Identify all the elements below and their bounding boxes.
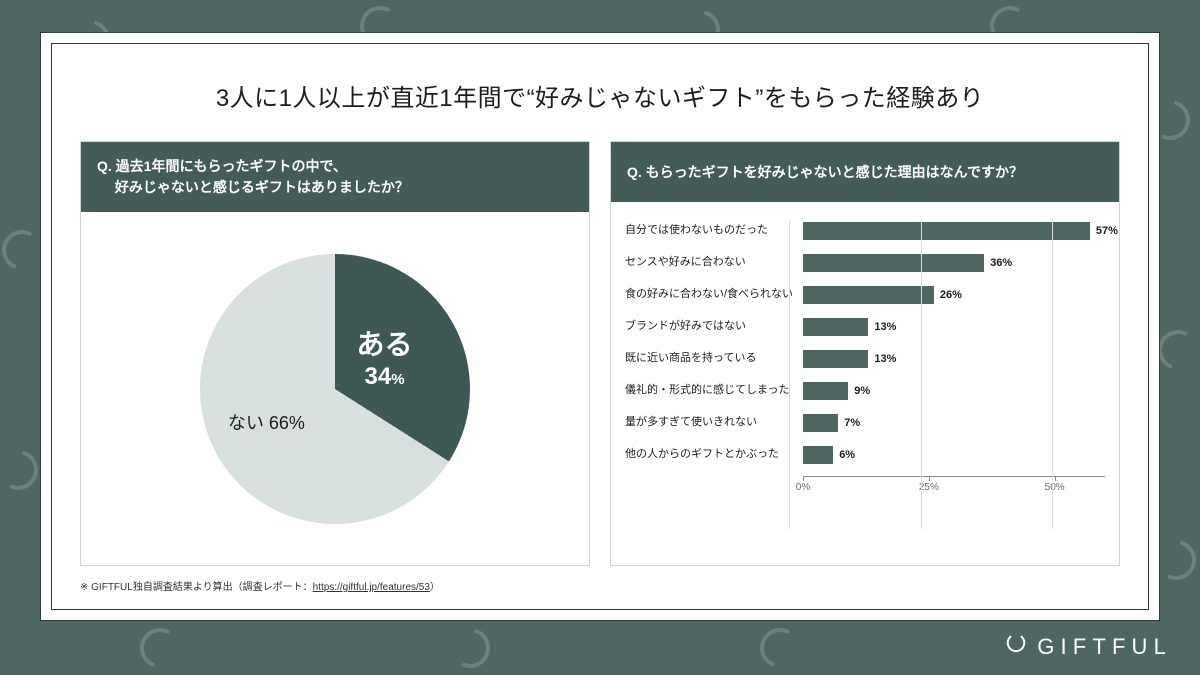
- page-title: 3人に1人以上が直近1年間で“好みじゃないギフト”をもらった経験あり: [80, 68, 1120, 141]
- bar-question-header: Q. もらったギフトを好みじゃないと感じた理由はなんですか？: [611, 142, 1119, 202]
- bar-label: センスや好みに合わない: [625, 256, 795, 269]
- panels-row: Q. 過去1年間にもらったギフトの中で、 好みじゃないと感じるギフトはありました…: [80, 141, 1120, 566]
- bar-body: 自分では使わないものだった57%センスや好みに合わない36%食の好みに合わない/…: [611, 202, 1119, 565]
- footnote: ※ GIFTFUL独自調査結果より算出（調査レポート：https://giftf…: [80, 566, 1120, 593]
- bar-panel: Q. もらったギフトを好みじゃないと感じた理由はなんですか？ 自分では使わないも…: [610, 141, 1120, 566]
- brand-text: GIFTFUL: [1037, 634, 1172, 660]
- bar-label: 他の人からのギフトとかぶった: [625, 448, 795, 461]
- pie-question-header: Q. 過去1年間にもらったギフトの中で、 好みじゃないと感じるギフトはありました…: [81, 142, 589, 212]
- bar-gridlines: [789, 220, 1105, 529]
- content-card: 3人に1人以上が直近1年間で“好みじゃないギフト”をもらった経験あり Q. 過去…: [40, 32, 1160, 621]
- bar-label: 食の好みに合わない/食べられない: [625, 288, 795, 301]
- pie-yes-text: ある: [357, 323, 413, 363]
- pie-wrap: ある 34% ない 66%: [81, 212, 589, 565]
- pie-slice-yes-label: ある 34%: [357, 323, 413, 391]
- bar-label: ブランドが好みではない: [625, 320, 795, 333]
- pie-panel: Q. 過去1年間にもらったギフトの中で、 好みじゃないと感じるギフトはありました…: [80, 141, 590, 566]
- footnote-suffix: ）: [430, 582, 440, 593]
- content-card-inner: 3人に1人以上が直近1年間で“好みじゃないギフト”をもらった経験あり Q. 過去…: [51, 43, 1149, 610]
- footnote-link[interactable]: https://giftful.jp/features/53: [313, 582, 430, 593]
- brand-horseshoe-icon: [1005, 633, 1027, 661]
- bar-label: 既に近い商品を持っている: [625, 352, 795, 365]
- pie-slice-no-label: ない 66%: [228, 409, 305, 435]
- pie-yes-value: 34%: [357, 363, 413, 391]
- bar-label: 量が多すぎて使いきれない: [625, 416, 795, 429]
- pie-body: ある 34% ない 66%: [81, 212, 589, 565]
- page-background: 3人に1人以上が直近1年間で“好みじゃないギフト”をもらった経験あり Q. 過去…: [0, 0, 1200, 675]
- brand-logo: GIFTFUL: [1005, 633, 1172, 661]
- bar-label: 自分では使わないものだった: [625, 224, 795, 237]
- bar-label: 儀礼的・形式的に感じてしまった: [625, 384, 795, 397]
- pie-chart: ある 34% ない 66%: [200, 254, 470, 524]
- footnote-prefix: ※ GIFTFUL独自調査結果より算出（調査レポート：: [80, 582, 313, 593]
